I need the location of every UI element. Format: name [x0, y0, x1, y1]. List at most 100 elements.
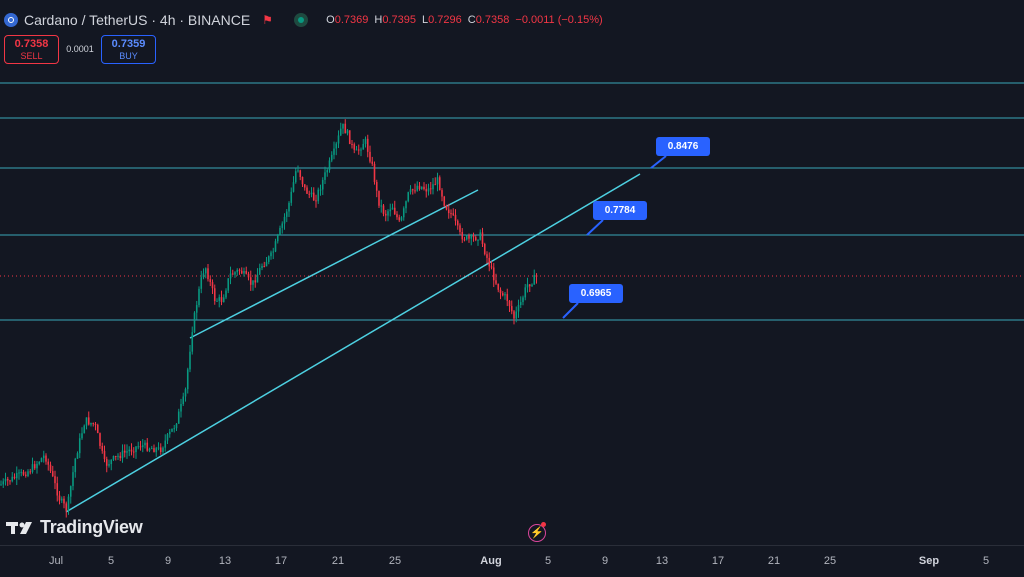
candle-body — [153, 448, 155, 453]
time-axis[interactable]: Jul 5 9 13 17 21 25 Aug 5 9 13 17 21 25 … — [0, 545, 1024, 577]
candle-body — [526, 284, 529, 288]
buy-button[interactable]: 0.7359 BUY — [101, 35, 156, 64]
candle-body — [400, 217, 403, 221]
candle-body — [144, 442, 146, 446]
candle-body — [164, 440, 167, 448]
callout-pointer — [650, 155, 667, 169]
candle-body — [450, 213, 452, 215]
callout-pointer — [586, 219, 604, 236]
candle-body — [117, 455, 119, 457]
candle-body — [81, 433, 83, 439]
low-label: L — [422, 14, 429, 26]
high-value: 0.7395 — [382, 14, 416, 26]
high-label: H — [374, 14, 383, 26]
candle-body — [171, 428, 173, 432]
candle-body — [292, 182, 295, 192]
candle-body — [256, 274, 259, 283]
candle-body — [238, 269, 241, 271]
candle-body — [486, 254, 488, 258]
candle-body — [180, 404, 182, 412]
candle-body — [438, 177, 441, 191]
candle-body — [83, 425, 86, 434]
candle-body — [407, 192, 410, 202]
candle-body — [416, 185, 419, 191]
candle-body — [330, 154, 333, 161]
buy-label: BUY — [119, 51, 138, 61]
trend-line-upper[interactable] — [189, 189, 479, 339]
candle-body — [524, 287, 527, 298]
sell-price: 0.7358 — [14, 38, 49, 50]
candle-body — [141, 445, 144, 448]
candle-body — [69, 486, 72, 497]
candle-body — [218, 297, 221, 301]
candle-body — [130, 449, 133, 452]
candle-body — [326, 170, 329, 173]
candle-body — [366, 138, 369, 152]
candle-body — [240, 270, 243, 274]
tradingview-logo[interactable]: TradingView — [6, 517, 143, 538]
candle-body — [488, 257, 491, 267]
price-callout[interactable]: 0.8476 — [656, 137, 710, 156]
candle-body — [375, 181, 378, 191]
candle-body — [114, 455, 117, 457]
candle-body — [243, 271, 245, 274]
change-value: −0.0011 (−0.15%) — [515, 14, 603, 26]
price-chart[interactable] — [0, 0, 1024, 545]
candle-body — [146, 442, 149, 451]
candle-body — [225, 290, 227, 298]
candle-body — [252, 280, 254, 285]
candle-body — [508, 300, 511, 307]
candle-body — [294, 171, 297, 183]
candle-body — [427, 188, 430, 192]
candle-body — [344, 123, 347, 134]
candle-body — [54, 476, 56, 484]
candle-body — [198, 288, 200, 306]
x-tick: Jul — [48, 555, 64, 567]
candle-body — [531, 284, 533, 287]
flag-icon[interactable]: ⚑ — [262, 13, 273, 27]
candle-body — [432, 184, 434, 190]
candle-body — [229, 273, 232, 279]
candle-body — [465, 235, 468, 240]
x-tick: 21 — [331, 555, 345, 567]
sell-button[interactable]: 0.7358 SELL — [4, 35, 59, 64]
candle-body — [157, 447, 160, 449]
market-status-icon[interactable] — [294, 13, 309, 27]
candle-body — [454, 214, 457, 221]
candle-body — [186, 369, 189, 390]
candle-body — [126, 451, 128, 453]
candle-body — [515, 311, 518, 319]
close-label: C — [467, 14, 476, 26]
price-callout[interactable]: 0.6965 — [569, 284, 623, 303]
buy-price: 0.7359 — [111, 38, 146, 50]
trend-line-lower[interactable] — [65, 173, 641, 513]
candle-body — [47, 461, 50, 465]
notification-dot — [541, 522, 546, 527]
candle-body — [18, 472, 20, 474]
candle-body — [436, 177, 439, 185]
candle-body — [60, 498, 63, 501]
candle-body — [306, 187, 308, 194]
candle-body — [490, 266, 493, 268]
candle-body — [391, 207, 394, 210]
candle-body — [87, 417, 90, 425]
candle-body — [236, 269, 239, 273]
candle-body — [92, 422, 95, 425]
candle-body — [67, 496, 70, 511]
candle-body — [351, 143, 353, 145]
price-callout[interactable]: 0.7784 — [593, 201, 647, 220]
lightning-icon[interactable]: ⚡ — [528, 524, 546, 542]
candle-body — [137, 446, 140, 448]
candle-body — [76, 453, 79, 459]
candle-body — [213, 288, 216, 302]
candle-body — [72, 472, 74, 487]
symbol-title[interactable]: Cardano / TetherUS · 4h · BINANCE — [24, 12, 251, 28]
candle-body — [166, 434, 169, 441]
candle-body — [504, 294, 506, 296]
candle-body — [528, 284, 531, 287]
candle-body — [420, 186, 423, 190]
candle-body — [112, 455, 115, 460]
candle-body — [414, 190, 416, 192]
sell-label: SELL — [20, 51, 43, 61]
candle-body — [65, 503, 68, 511]
